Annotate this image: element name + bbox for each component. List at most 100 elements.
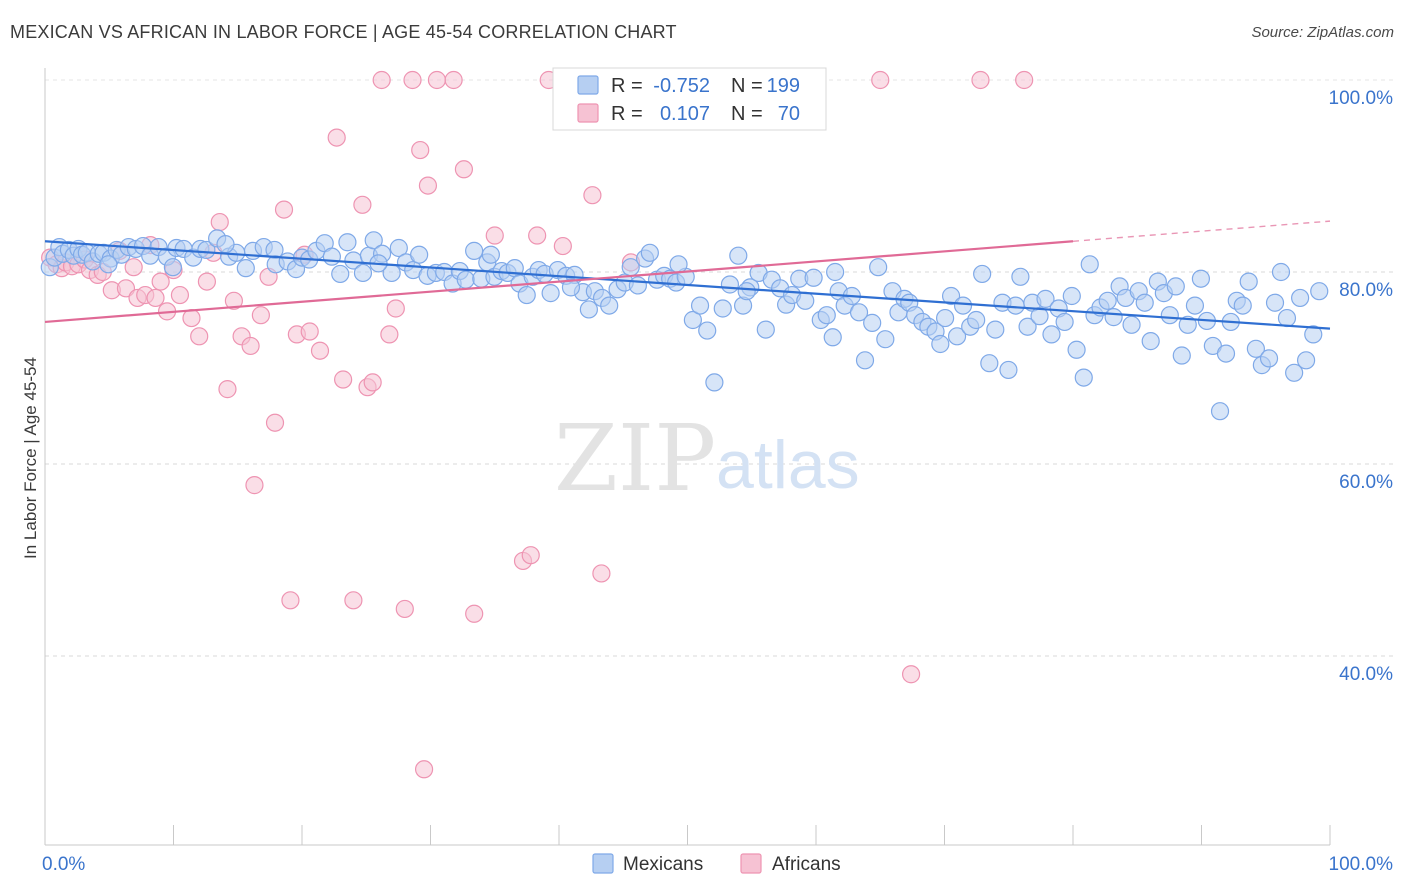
legend-series: Mexicans Africans: [592, 853, 841, 875]
mexicans-point-91: [683, 310, 702, 330]
mexicans-point-165: [1160, 306, 1179, 325]
y-tick-label-60: 60.0%: [1339, 472, 1393, 493]
africans-point-71: [1015, 70, 1034, 90]
mexicans-point-167: [1172, 346, 1191, 365]
mexicans-point-29: [236, 259, 255, 278]
mexicans-point-170: [1191, 269, 1211, 288]
mexicans-point-130: [941, 286, 961, 306]
mexicans-point-71: [541, 284, 560, 303]
mexicans-point-108: [804, 268, 823, 287]
mexicans-point-192: [216, 235, 235, 254]
africans-point-18: [151, 272, 170, 291]
africans-point-17: [146, 288, 165, 308]
mexicans-point-107: [796, 291, 815, 310]
mexicans-point-101: [756, 320, 775, 339]
mexicans-point-173: [1210, 402, 1230, 421]
mexicans-point-44: [353, 263, 373, 283]
africans-point-35: [274, 200, 294, 219]
mexicans-point-117: [863, 313, 882, 332]
chart-title: MEXICAN VS AFRICAN IN LABOR FORCE | AGE …: [10, 22, 677, 42]
mexicans-point-196: [669, 255, 688, 274]
mexicans-point-116: [855, 351, 875, 370]
trendline-extension-africans: [1072, 220, 1331, 242]
africans-point-70: [971, 70, 990, 90]
africans-point-46: [363, 373, 382, 392]
mexicans-point-184: [1277, 308, 1297, 328]
x-tick-label-min: 0.0%: [42, 854, 85, 875]
africans-point-65: [592, 564, 611, 583]
africans-point-23: [190, 327, 209, 346]
legend-n-value-africans: 70: [778, 103, 800, 125]
africans-point-60: [521, 546, 540, 565]
legend-r-value-mexicans: -0.752: [653, 75, 710, 97]
watermark: ZIP atlas: [554, 405, 860, 512]
bottom-legend-swatch-africans: [740, 853, 762, 874]
watermark-zip: ZIP: [554, 405, 716, 512]
africans-point-27: [218, 380, 237, 399]
mexicans-point-97: [729, 246, 748, 265]
mexicans-point-155: [1098, 291, 1117, 310]
legend-r-label-mexicans: R =: [611, 75, 643, 97]
y-axis-label: In Labor Force | Age 45-54: [21, 357, 40, 559]
africans-point-69: [901, 665, 921, 684]
africans-point-47: [372, 70, 391, 90]
legend-swatch-africans: [577, 103, 599, 123]
africans-point-49: [386, 299, 405, 318]
africans-point-55: [444, 70, 463, 90]
mexicans-point-49: [389, 238, 408, 258]
africans-point-57: [465, 604, 484, 623]
africans-point-41: [327, 128, 346, 147]
legend-stats: R = -0.752 N = 199 R = 0.107 N = 70: [552, 67, 827, 131]
mexicans-point-169: [1185, 296, 1205, 315]
y-tick-labels: 100.0% 80.0% 60.0% 40.0%: [1329, 88, 1394, 685]
mexicans-point-166: [1166, 277, 1185, 296]
mexicans-point-59: [465, 241, 484, 260]
mexicans-point-25: [197, 240, 216, 260]
bottom-legend-label-africans: Africans: [772, 854, 841, 875]
africans-point-22: [182, 308, 201, 328]
y-tick-label-40: 40.0%: [1339, 664, 1393, 685]
series-africans: [41, 70, 1034, 779]
mexicans-point-58: [456, 270, 475, 289]
legend-n-label-mexicans: N =: [731, 75, 763, 97]
mexicans-point-139: [999, 360, 1018, 380]
africans-point-43: [344, 591, 363, 610]
africans-point-40: [310, 341, 330, 360]
africans-point-32: [251, 306, 270, 325]
mexicans-point-183: [1271, 262, 1291, 282]
mexicans-point-152: [1080, 255, 1099, 274]
africans-point-61: [528, 226, 547, 245]
bottom-legend-swatch-mexicans: [592, 853, 614, 874]
mexicans-point-142: [1018, 317, 1037, 336]
mexicans-point-137: [986, 320, 1005, 339]
mexicans-point-189: [1310, 282, 1329, 301]
mexicans-point-145: [1036, 289, 1055, 308]
mexicans-point-141: [1011, 267, 1030, 286]
mexicans-point-185: [1285, 363, 1304, 382]
y-tick-label-80: 80.0%: [1339, 280, 1393, 301]
africans-point-42: [334, 370, 353, 389]
africans-point-21: [170, 285, 190, 305]
x-tick-marks: [44, 825, 1331, 845]
mexicans-point-92: [690, 296, 710, 315]
africans-point-34: [265, 413, 285, 432]
mexicans-point-95: [713, 299, 732, 318]
africans-point-13: [124, 258, 143, 277]
mexicans-point-134: [967, 310, 986, 330]
mexicans-point-148: [1055, 312, 1074, 332]
legend-n-label-africans: N =: [731, 103, 763, 125]
africans-point-24: [197, 272, 217, 291]
mexicans-point-144: [1030, 307, 1049, 326]
mexicans-point-115: [849, 303, 869, 322]
trendline-mexicans: [44, 240, 1331, 330]
legend-r-value-africans: 0.107: [660, 103, 710, 125]
mexicans-point-76: [579, 300, 598, 319]
mexicans-point-181: [1259, 349, 1279, 368]
mexicans-point-146: [1042, 325, 1061, 344]
trendlines: [44, 220, 1331, 330]
mexicans-point-140: [1006, 296, 1025, 315]
mexicans-point-119: [876, 330, 895, 349]
mexicans-point-168: [1178, 315, 1197, 334]
mexicans-point-174: [1216, 344, 1236, 363]
